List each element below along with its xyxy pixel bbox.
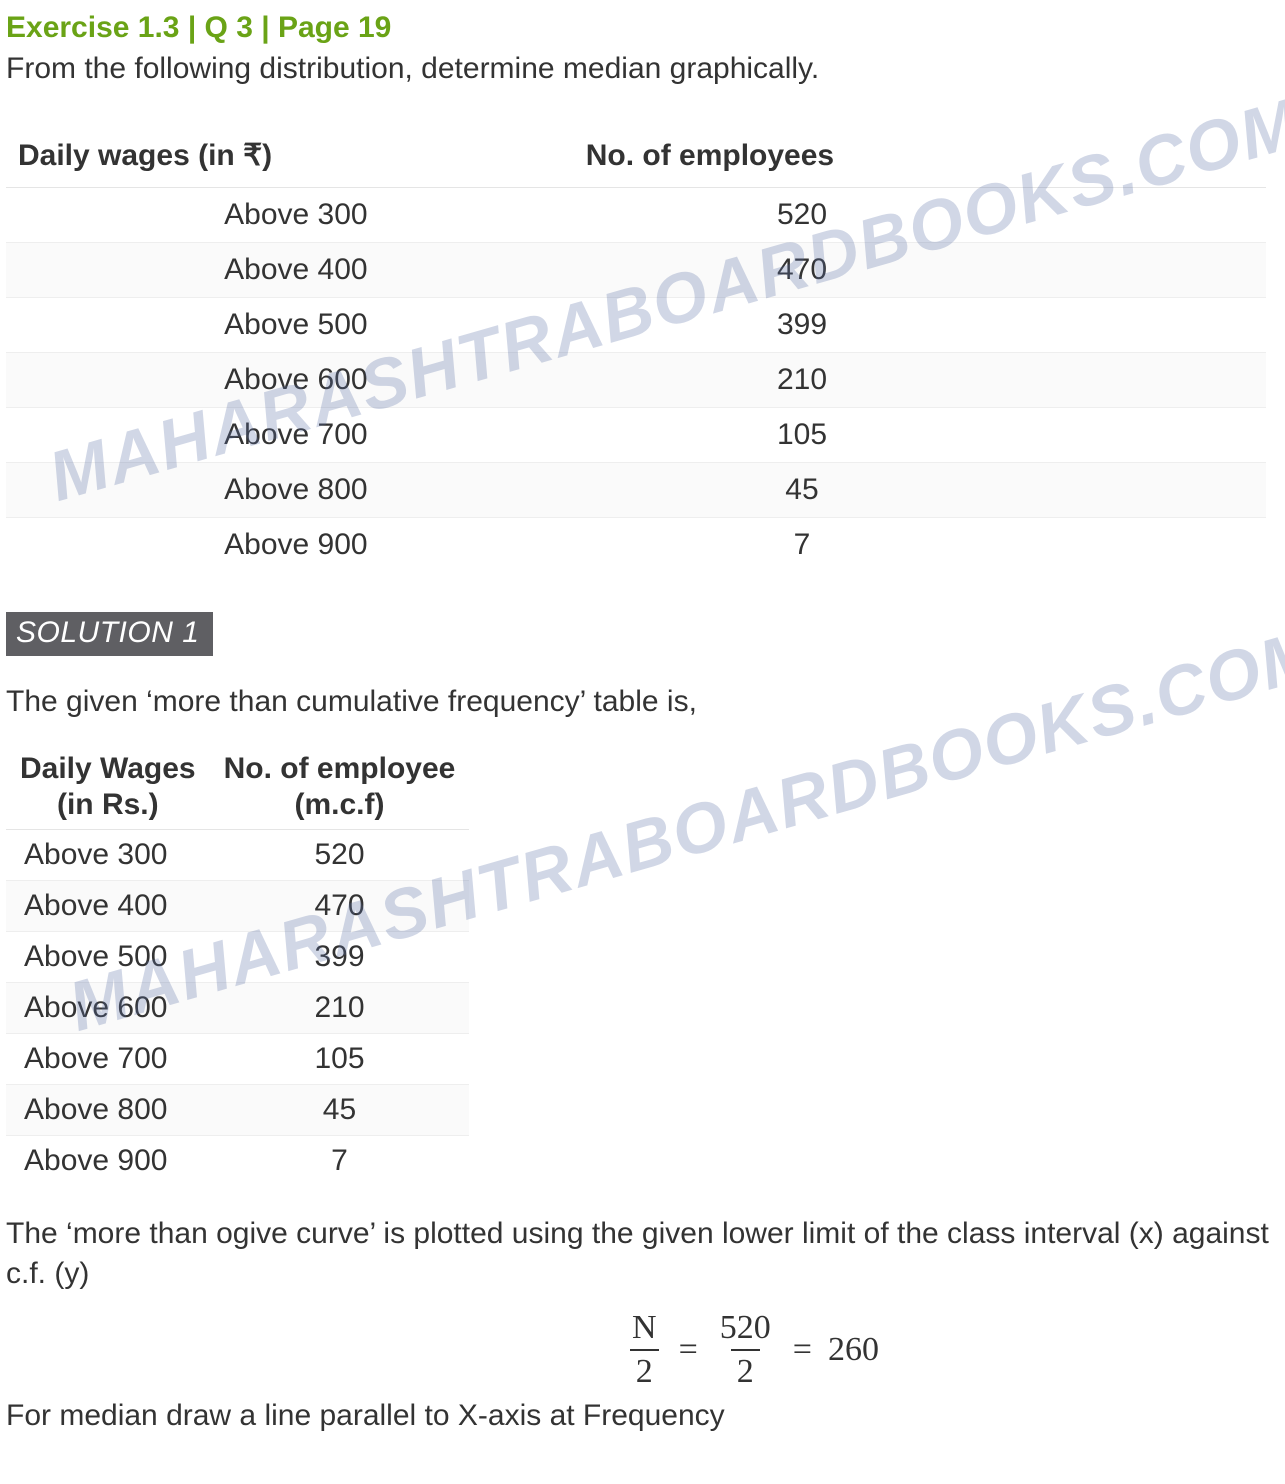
distribution-table: Daily wages (in ₹) No. of employees Abov… — [6, 124, 1266, 572]
cell: 7 — [586, 518, 1267, 573]
cell: 399 — [210, 931, 470, 982]
solution-badge: SOLUTION 1 — [6, 612, 213, 656]
table-row: Above 700105 — [6, 1033, 469, 1084]
cell: Above 400 — [6, 880, 210, 931]
table-row: Above 80045 — [6, 463, 1266, 518]
table-row: Above 300520 — [6, 829, 469, 880]
question-text: From the following distribution, determi… — [6, 49, 1279, 88]
col-header-line1: Daily Wages — [20, 752, 196, 785]
numerator: 520 — [714, 1311, 777, 1349]
table-row: Above 600210 — [6, 982, 469, 1033]
cell: Above 500 — [6, 298, 586, 353]
table-row: Above 300520 — [6, 188, 1266, 243]
cell: Above 700 — [6, 408, 586, 463]
col-header-employees: No. of employees — [586, 124, 1267, 188]
table-row: Above 9007 — [6, 1135, 469, 1186]
ogive-description: The ‘more than ogive curve’ is plotted u… — [6, 1214, 1279, 1295]
cell: 45 — [586, 463, 1267, 518]
cell: 470 — [586, 243, 1267, 298]
table-row: Above 600210 — [6, 353, 1266, 408]
denominator: 2 — [731, 1349, 760, 1389]
cell: Above 600 — [6, 982, 210, 1033]
col-header-mcf: No. of employee (m.c.f) — [210, 745, 470, 830]
table-row: Above 400470 — [6, 243, 1266, 298]
cell: 45 — [210, 1084, 470, 1135]
mcf-table: Daily Wages (in Rs.) No. of employee (m.… — [6, 745, 469, 1186]
cell: 7 — [210, 1135, 470, 1186]
col-header-line2: (m.c.f) — [294, 788, 384, 821]
median-formula: N 2 = 520 2 = 260 — [626, 1311, 879, 1389]
table-header-row: Daily Wages (in Rs.) No. of employee (m.… — [6, 745, 469, 830]
col-header-wages: Daily Wages (in Rs.) — [6, 745, 210, 830]
formula-result: 260 — [828, 1331, 879, 1369]
final-instruction: For median draw a line parallel to X-axi… — [6, 1396, 725, 1437]
table-row: Above 700105 — [6, 408, 1266, 463]
cell: Above 900 — [6, 1135, 210, 1186]
table-header-row: Daily wages (in ₹) No. of employees — [6, 124, 1266, 188]
cell: 105 — [586, 408, 1267, 463]
cell: 210 — [586, 353, 1267, 408]
exercise-heading: Exercise 1.3 | Q 3 | Page 19 — [6, 8, 1279, 47]
cell: 470 — [210, 880, 470, 931]
numerator: N — [626, 1311, 663, 1349]
fraction-520-over-2: 520 2 — [714, 1311, 777, 1389]
col-header-line1: No. of employee — [224, 752, 456, 785]
cell: Above 300 — [6, 829, 210, 880]
cell: Above 600 — [6, 353, 586, 408]
cell: Above 500 — [6, 931, 210, 982]
cell: Above 300 — [6, 188, 586, 243]
cell: Above 700 — [6, 1033, 210, 1084]
cell: 399 — [586, 298, 1267, 353]
denominator: 2 — [630, 1349, 659, 1389]
cell: Above 400 — [6, 243, 586, 298]
col-header-wages: Daily wages (in ₹) — [6, 124, 586, 188]
col-header-line2: (in Rs.) — [57, 788, 159, 821]
solution-intro-text: The given ‘more than cumulative frequenc… — [6, 682, 1279, 723]
table-row: Above 80045 — [6, 1084, 469, 1135]
cell: Above 900 — [6, 518, 586, 573]
cell: 210 — [210, 982, 470, 1033]
equals-sign: = — [679, 1331, 698, 1369]
cell: 105 — [210, 1033, 470, 1084]
table-row: Above 500399 — [6, 931, 469, 982]
fraction-n-over-2: N 2 — [626, 1311, 663, 1389]
cell: 520 — [210, 829, 470, 880]
cell: 520 — [586, 188, 1267, 243]
table-row: Above 500399 — [6, 298, 1266, 353]
cell: Above 800 — [6, 1084, 210, 1135]
table-row: Above 400470 — [6, 880, 469, 931]
cell: Above 800 — [6, 463, 586, 518]
equals-sign: = — [793, 1331, 812, 1369]
table-row: Above 9007 — [6, 518, 1266, 573]
